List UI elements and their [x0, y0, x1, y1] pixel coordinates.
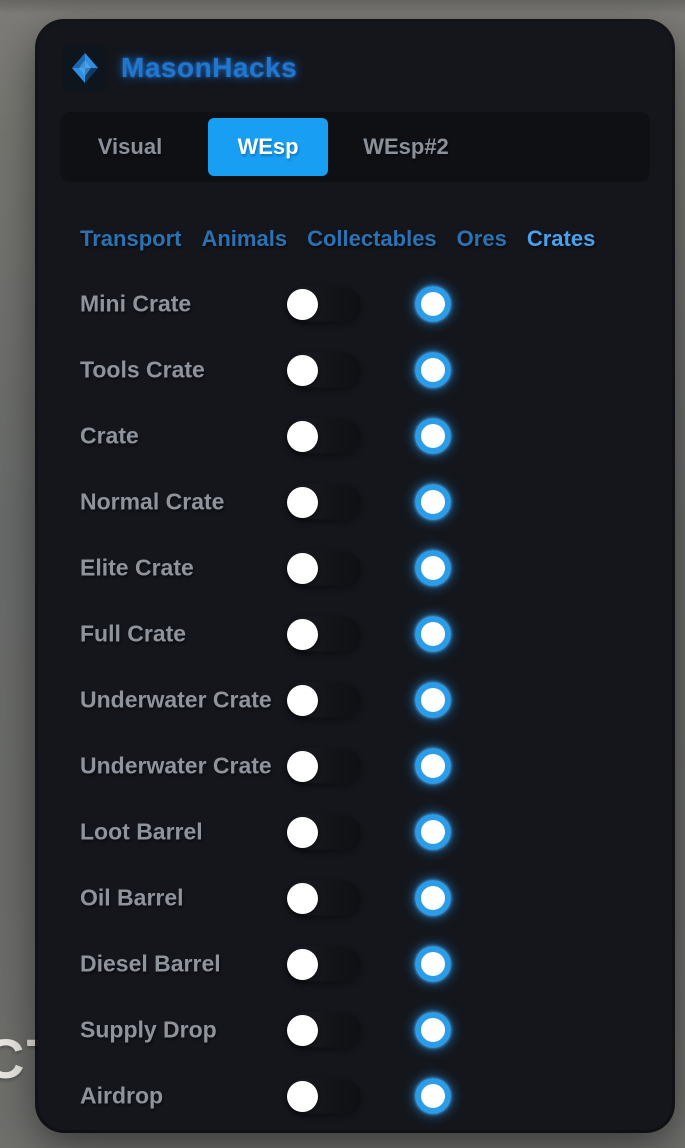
esp-item-label: Full Crate: [80, 620, 187, 647]
subtab-transport[interactable]: Transport: [80, 226, 182, 251]
esp-item-list: Mini Crate Tools Crate Crate Normal Crat…: [38, 271, 672, 1129]
color-picker[interactable]: [415, 286, 451, 322]
toggle-knob: [287, 420, 318, 452]
esp-item-label: Underwater Crate: [80, 686, 272, 713]
toggle-switch[interactable]: [287, 616, 361, 652]
color-picker[interactable]: [415, 418, 451, 454]
esp-row-tools-crate: Tools Crate: [38, 337, 672, 403]
esp-row-full-crate: Full Crate: [38, 601, 672, 667]
esp-row-airdrop: Airdrop: [38, 1063, 672, 1129]
gem-logo-icon: [62, 45, 108, 91]
esp-row-loot-barrel: Loot Barrel: [38, 799, 672, 865]
color-picker[interactable]: [415, 484, 451, 520]
esp-row-supply-drop: Supply Drop: [38, 997, 672, 1063]
main-tab-bar: Visual WEsp WEsp#2: [60, 112, 650, 182]
esp-row-mini-crate: Mini Crate: [38, 271, 672, 337]
toggle-switch[interactable]: [287, 484, 361, 520]
color-picker[interactable]: [415, 616, 451, 652]
toggle-switch[interactable]: [287, 682, 361, 718]
esp-item-label: Diesel Barrel: [80, 950, 221, 977]
subtab-crates[interactable]: Crates: [526, 226, 596, 251]
toggle-switch[interactable]: [287, 286, 361, 322]
toggle-switch[interactable]: [287, 418, 361, 454]
esp-row-elite-crate: Elite Crate: [38, 535, 672, 601]
tab-wesp[interactable]: WEsp: [208, 118, 328, 176]
color-picker[interactable]: [415, 880, 451, 916]
toggle-knob: [287, 354, 318, 386]
subtab-ores[interactable]: Ores: [456, 226, 507, 251]
subtab-collectables[interactable]: Collectables: [307, 226, 437, 251]
esp-row-underwater-crate-2: Underwater Crate: [38, 733, 672, 799]
esp-item-label: Airdrop: [80, 1082, 164, 1109]
esp-item-label: Oil Barrel: [80, 884, 184, 911]
esp-item-label: Supply Drop: [80, 1016, 217, 1043]
color-picker[interactable]: [415, 814, 451, 850]
window-header: MasonHacks: [62, 44, 297, 92]
tab-wesp2[interactable]: WEsp#2: [363, 134, 449, 159]
esp-item-label: Elite Crate: [80, 554, 194, 581]
toggle-switch[interactable]: [287, 946, 361, 982]
toggle-switch[interactable]: [287, 1012, 361, 1048]
category-tab-bar: Transport Animals Collectables Ores Crat…: [80, 226, 595, 252]
toggle-knob: [287, 684, 318, 716]
color-picker[interactable]: [415, 748, 451, 784]
esp-item-label: Tools Crate: [80, 356, 205, 383]
toggle-switch[interactable]: [287, 1078, 361, 1114]
color-picker[interactable]: [415, 682, 451, 718]
esp-row-normal-crate: Normal Crate: [38, 469, 672, 535]
esp-row-diesel-barrel: Diesel Barrel: [38, 931, 672, 997]
toggle-switch[interactable]: [287, 550, 361, 586]
toggle-switch[interactable]: [287, 880, 361, 916]
esp-item-label: Mini Crate: [80, 290, 192, 317]
color-picker[interactable]: [415, 1012, 451, 1048]
toggle-knob: [287, 486, 318, 518]
toggle-knob: [287, 288, 318, 320]
subtab-animals[interactable]: Animals: [201, 226, 288, 251]
toggle-knob: [287, 618, 318, 650]
esp-row-crate: Crate: [38, 403, 672, 469]
toggle-knob: [287, 948, 318, 980]
toggle-knob: [287, 1080, 318, 1112]
toggle-knob: [287, 882, 318, 914]
esp-row-oil-barrel: Oil Barrel: [38, 865, 672, 931]
toggle-knob: [287, 750, 318, 782]
color-picker[interactable]: [415, 550, 451, 586]
toggle-switch[interactable]: [287, 748, 361, 784]
toggle-knob: [287, 1014, 318, 1046]
esp-row-underwater-crate-1: Underwater Crate: [38, 667, 672, 733]
toggle-knob: [287, 552, 318, 584]
esp-item-label: Crate: [80, 422, 139, 449]
masonhacks-window: MasonHacks Visual WEsp WEsp#2 Transport …: [38, 22, 672, 1130]
toggle-knob: [287, 816, 318, 848]
color-picker[interactable]: [415, 352, 451, 388]
color-picker[interactable]: [415, 946, 451, 982]
app-title: MasonHacks: [121, 52, 298, 83]
esp-item-label: Underwater Crate: [80, 752, 272, 779]
toggle-switch[interactable]: [287, 814, 361, 850]
esp-item-label: Normal Crate: [80, 488, 225, 515]
tab-visual[interactable]: Visual: [97, 134, 163, 159]
esp-item-label: Loot Barrel: [80, 818, 203, 845]
toggle-switch[interactable]: [287, 352, 361, 388]
color-picker[interactable]: [415, 1078, 451, 1114]
